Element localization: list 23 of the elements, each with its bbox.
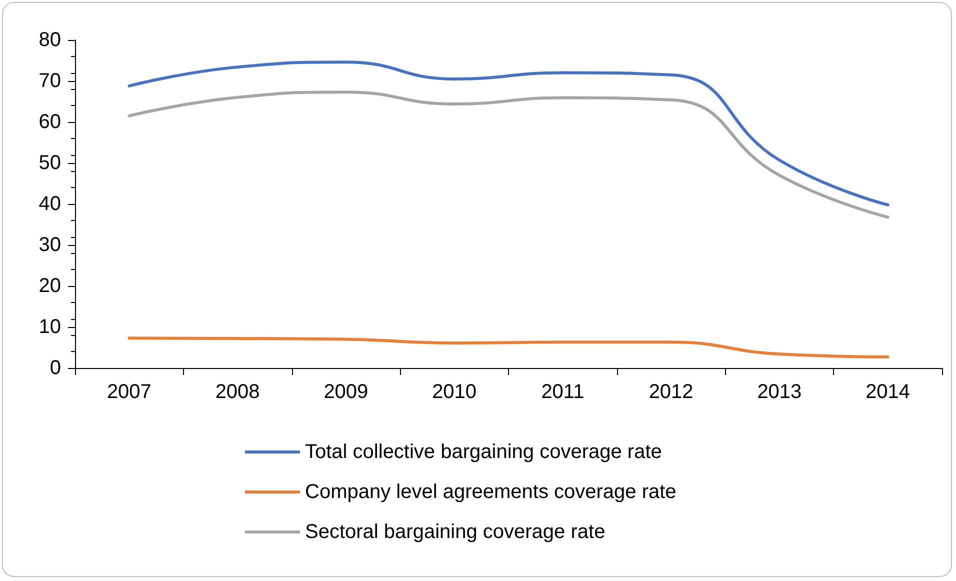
x-tick-label: 2013 — [757, 381, 802, 403]
y-tick-label: 40 — [38, 193, 61, 215]
x-tick-label: 2008 — [215, 381, 260, 403]
legend-label: Company level agreements coverage rate — [305, 481, 676, 503]
y-tick-label: 70 — [38, 70, 61, 92]
y-tick-label: 50 — [38, 152, 61, 174]
legend-label: Total collective bargaining coverage rate — [305, 441, 662, 463]
y-tick-label: 60 — [38, 111, 61, 133]
x-tick-label: 2012 — [648, 381, 694, 403]
y-tick-label: 80 — [38, 29, 61, 51]
x-tick-label: 2009 — [324, 381, 368, 403]
legend-label: Sectoral bargaining coverage rate — [305, 521, 606, 543]
x-tick-label: 2011 — [541, 381, 584, 403]
y-tick-label: 0 — [50, 357, 61, 379]
x-tick-label: 2014 — [866, 381, 910, 403]
x-tick-label: 2007 — [106, 381, 152, 403]
y-tick-label: 20 — [38, 275, 61, 297]
line-series — [128, 336, 890, 358]
y-tick-label: 10 — [38, 316, 61, 338]
x-tick-label: 2010 — [432, 381, 477, 403]
line-series — [128, 90, 890, 219]
y-tick-label: 30 — [38, 234, 61, 256]
line-series — [128, 60, 890, 206]
